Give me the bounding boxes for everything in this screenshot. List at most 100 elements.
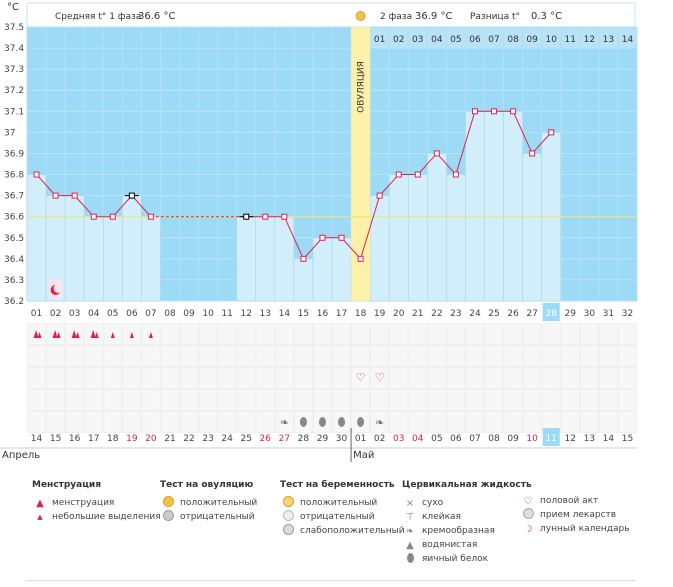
- top-number-label: 02: [393, 35, 404, 45]
- top-number-cell: [561, 28, 580, 48]
- ovulation-band: [351, 27, 371, 301]
- symbol-cell: [370, 323, 390, 345]
- symbol-cell: [503, 411, 523, 433]
- symbol-cell: [332, 345, 352, 367]
- header-box: [26, 2, 636, 28]
- symbol-cell: [484, 411, 504, 433]
- symbol-cell: [65, 389, 85, 411]
- temp-point: [338, 234, 345, 241]
- symbol-cell: [236, 323, 256, 345]
- symbol-cell: [598, 389, 618, 411]
- symbol-cell: [84, 345, 104, 367]
- y-tick-label: 36.3: [4, 276, 24, 286]
- symbol-cell: [160, 345, 180, 367]
- moon-icon: ☽: [523, 523, 533, 535]
- cycle-day-label: 28: [545, 309, 557, 319]
- top-number-label: 10: [545, 35, 557, 45]
- symbol-cell: [141, 411, 161, 433]
- symbol-cell: [541, 389, 561, 411]
- temp-line-segment: [436, 153, 457, 175]
- egg-white-icon: [406, 552, 414, 563]
- phase1-value: 36.6 °C: [138, 11, 175, 22]
- symbol-cell: [560, 411, 580, 433]
- cycle-day-label: 07: [145, 309, 156, 319]
- top-number-label: 04: [431, 35, 443, 45]
- symbol-cell: [389, 323, 409, 345]
- symbol-cell: [351, 367, 371, 389]
- symbol-cell: [179, 323, 199, 345]
- symbol-cell: [274, 345, 294, 367]
- symbol-cell: [579, 411, 599, 433]
- temp-bar: [274, 216, 295, 302]
- date-label: 06: [450, 434, 462, 444]
- temp-point: [33, 171, 40, 178]
- symbol-cell: [255, 345, 275, 367]
- symbol-cell: [427, 367, 447, 389]
- symbol-cell: [332, 323, 352, 345]
- y-unit-label: °C: [7, 2, 19, 13]
- symbol-cell: [427, 345, 447, 367]
- menstruation-icon: [94, 332, 99, 338]
- top-number-cell: [523, 28, 542, 48]
- symbol-cell: [236, 389, 256, 411]
- symbol-cell: [103, 367, 123, 389]
- top-number-cell: [542, 28, 561, 48]
- symbol-cell: [141, 367, 161, 389]
- temp-bar: [312, 237, 333, 302]
- temp-point: [52, 192, 59, 199]
- legend-item: кремообразная: [422, 526, 495, 536]
- temp-bar: [83, 216, 104, 302]
- legend-cervical-title: Цервикальная жидкость: [402, 480, 532, 490]
- legend-item: отрицательный: [180, 512, 255, 522]
- dry-icon: ×: [405, 497, 415, 509]
- legend-menstruation: Менструация ▲ менструация ▲ небольшие выде…: [32, 480, 161, 524]
- legend-item: клейкая: [422, 512, 461, 522]
- symbol-cell: [560, 389, 580, 411]
- y-tick-label: 37.5: [4, 23, 24, 33]
- legend-pregnancy-title: Тест на беременность: [280, 480, 395, 490]
- symbol-cell: [103, 345, 123, 367]
- symbol-cell: [617, 411, 637, 433]
- legend-item: водянистая: [422, 540, 478, 550]
- symbol-cell: [255, 411, 275, 433]
- temp-bar: [331, 237, 352, 302]
- date-label: 26: [260, 434, 272, 444]
- legend-item: слабоположительный: [300, 526, 405, 536]
- temp-point: [510, 108, 517, 115]
- menstruation-icon: [33, 330, 39, 338]
- symbol-cell: [503, 389, 523, 411]
- date-label: 22: [183, 434, 194, 444]
- legend-item: сухо: [422, 498, 444, 508]
- cycle-day-label: 23: [450, 309, 461, 319]
- symbol-cell: [389, 367, 409, 389]
- legend-item: менструация: [52, 498, 115, 508]
- symbol-cell: [160, 389, 180, 411]
- diff-value: 0.3 °C: [531, 11, 562, 22]
- symbol-cell: [46, 345, 66, 367]
- watery-icon: [299, 417, 307, 427]
- symbol-cell: [217, 345, 237, 367]
- cycle-day-label: 29: [565, 309, 577, 319]
- cycle-day-label: 05: [107, 309, 118, 319]
- menstruation-icon: [75, 332, 80, 338]
- date-label: 20: [145, 434, 157, 444]
- symbol-cell: [217, 411, 237, 433]
- symbol-cell: [408, 367, 428, 389]
- top-number-label: 13: [603, 35, 614, 45]
- symbol-cell: [255, 323, 275, 345]
- symbol-cell: [103, 411, 123, 433]
- symbol-cell: [122, 345, 142, 367]
- symbol-cell: [179, 345, 199, 367]
- symbol-cell: [522, 389, 542, 411]
- legend-menstruation-title: Менструация: [32, 480, 101, 490]
- temp-line-segment: [303, 237, 323, 260]
- symbol-cell: [541, 345, 561, 367]
- symbol-cell: [198, 345, 218, 367]
- symbol-cell: [236, 367, 256, 389]
- date-label: 17: [88, 434, 99, 444]
- symbol-cell: [160, 367, 180, 389]
- cycle-day-label: 22: [431, 309, 442, 319]
- symbol-cell: [465, 345, 485, 367]
- y-tick-label: 36.6: [4, 213, 24, 223]
- top-number-cell: [580, 28, 599, 48]
